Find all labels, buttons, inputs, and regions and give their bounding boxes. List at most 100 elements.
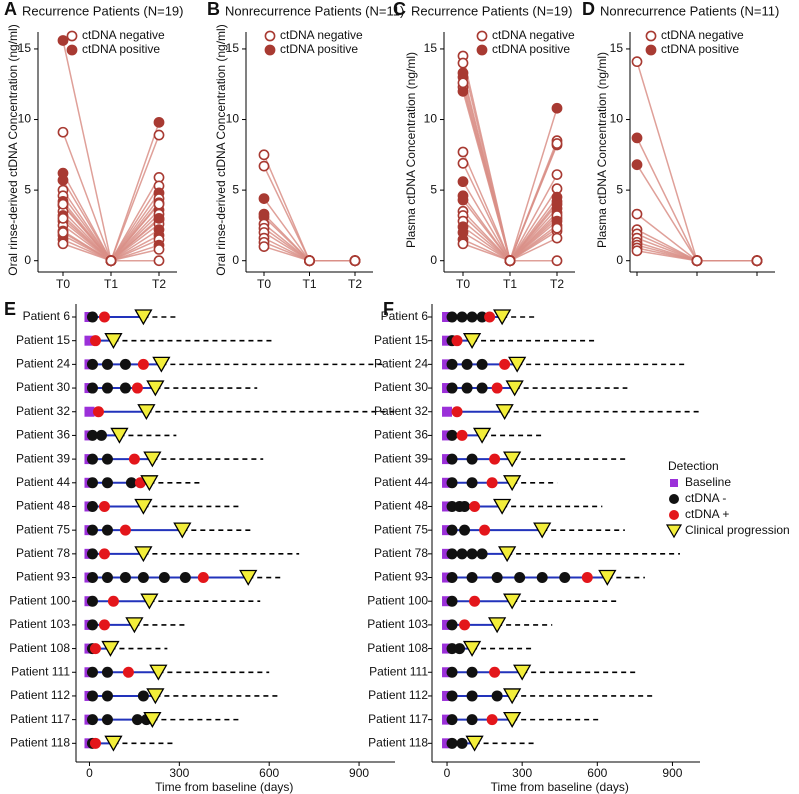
legend-marker [66, 44, 78, 56]
chart-title: Recurrence Patients (N=19) [411, 3, 573, 18]
ctdna-negative [86, 477, 98, 489]
data-point [153, 116, 165, 128]
x-axis-label: Time from baseline (days) [491, 780, 629, 794]
ctdna-negative [101, 477, 113, 489]
ctdna-positive [451, 406, 463, 418]
ctdna-positive [92, 406, 104, 418]
data-point [551, 102, 563, 114]
ctdna-positive [581, 572, 593, 584]
progression-marker [104, 735, 123, 752]
ctdna-negative [454, 643, 466, 655]
patient-label: Patient 32 [374, 404, 428, 418]
x-tick-label: T0 [56, 277, 70, 291]
data-point [457, 57, 469, 69]
patient-line [636, 61, 757, 262]
x-tick-label: 900 [662, 766, 682, 780]
ctdna-positive [107, 595, 119, 607]
data-point [57, 238, 69, 250]
data-point [105, 255, 117, 267]
ctdna-negative [476, 382, 488, 394]
legend-label: ctDNA positive [492, 42, 570, 56]
ctdna-negative [446, 382, 458, 394]
ctdna-positive [98, 619, 110, 631]
patient-label: Patient 108 [367, 641, 428, 655]
data-point [57, 198, 69, 210]
data-point [258, 193, 270, 204]
data-point [457, 194, 469, 206]
ctdna-negative [86, 453, 98, 465]
progression-marker [462, 640, 482, 657]
progression-marker [134, 498, 153, 515]
ctdna-negative [86, 524, 98, 536]
ctdna-positive [98, 548, 110, 560]
patient-label: Patient 44 [16, 475, 70, 489]
patient-label: Patient 6 [381, 309, 429, 323]
patient-line [263, 165, 355, 262]
ctdna-positive [499, 358, 511, 370]
ctdna-negative [446, 477, 458, 489]
panel-letter: C [393, 0, 406, 19]
patient-label: Patient 36 [16, 428, 70, 442]
progression-marker [465, 735, 484, 752]
progression-marker [143, 711, 162, 728]
ctdna-positive [98, 311, 110, 323]
progression-marker [152, 356, 171, 373]
ctdna-positive [131, 382, 143, 394]
data-point [551, 232, 563, 244]
patient-label: Patient 117 [10, 712, 70, 726]
ctdna-negative [456, 311, 468, 323]
panel-letter: B [207, 0, 220, 19]
progression-marker [137, 404, 156, 421]
patient-label: Patient 48 [16, 499, 70, 513]
patient-label: Patient 75 [374, 522, 428, 536]
x-tick-label: 600 [259, 766, 279, 780]
progression-marker [503, 593, 522, 610]
ctdna-negative [86, 572, 98, 584]
progression-marker [513, 664, 532, 681]
patient-label: Patient 44 [374, 475, 428, 489]
panel-letter: E [4, 299, 16, 319]
data-point [551, 255, 563, 267]
progression-marker [508, 356, 527, 373]
progression-marker [505, 380, 524, 397]
data-point [551, 222, 563, 234]
ctdna-negative [491, 572, 503, 584]
ctdna-positive [489, 453, 501, 465]
ctdna-positive [491, 382, 503, 394]
patient-label: Patient 112 [368, 688, 428, 702]
progression-marker [493, 498, 512, 515]
ctdna-negative [119, 382, 131, 394]
ctdna-positive [486, 714, 498, 726]
chart-title: Recurrence Patients (N=19) [22, 3, 184, 18]
x-tick-label: 600 [587, 766, 607, 780]
legend-label: Baseline [685, 475, 731, 489]
ctdna-negative [86, 595, 98, 607]
ctdna-negative [446, 595, 458, 607]
data-point [258, 149, 270, 161]
ctdna-positive [89, 643, 101, 655]
ctdna-positive [469, 500, 481, 512]
legend-marker [645, 30, 657, 42]
patient-label: Patient 93 [374, 570, 428, 584]
ctdna-positive [469, 595, 481, 607]
patient-label: Patient 118 [368, 735, 428, 749]
ctdna-negative [101, 572, 113, 584]
data-point [57, 174, 69, 186]
y-axis-label: Plasma ctDNA Concentration (ng/ml) [404, 52, 418, 248]
legend-marker [670, 479, 678, 487]
ctdna-negative [101, 382, 113, 394]
data-point [258, 160, 270, 172]
y-axis-label: Plasma ctDNA Concentration (ng/ml) [595, 52, 609, 248]
x-tick-label: T2 [348, 277, 362, 291]
data-point [631, 208, 643, 220]
data-point [631, 56, 643, 68]
progression-marker [239, 569, 258, 586]
progression-marker [140, 593, 159, 610]
ctdna-negative [158, 572, 170, 584]
ctdna-negative [86, 429, 98, 441]
ctdna-negative [101, 666, 113, 678]
ctdna-negative [179, 572, 191, 584]
ctdna-positive [89, 335, 101, 347]
data-point [457, 157, 469, 169]
legend-marker [264, 44, 276, 56]
